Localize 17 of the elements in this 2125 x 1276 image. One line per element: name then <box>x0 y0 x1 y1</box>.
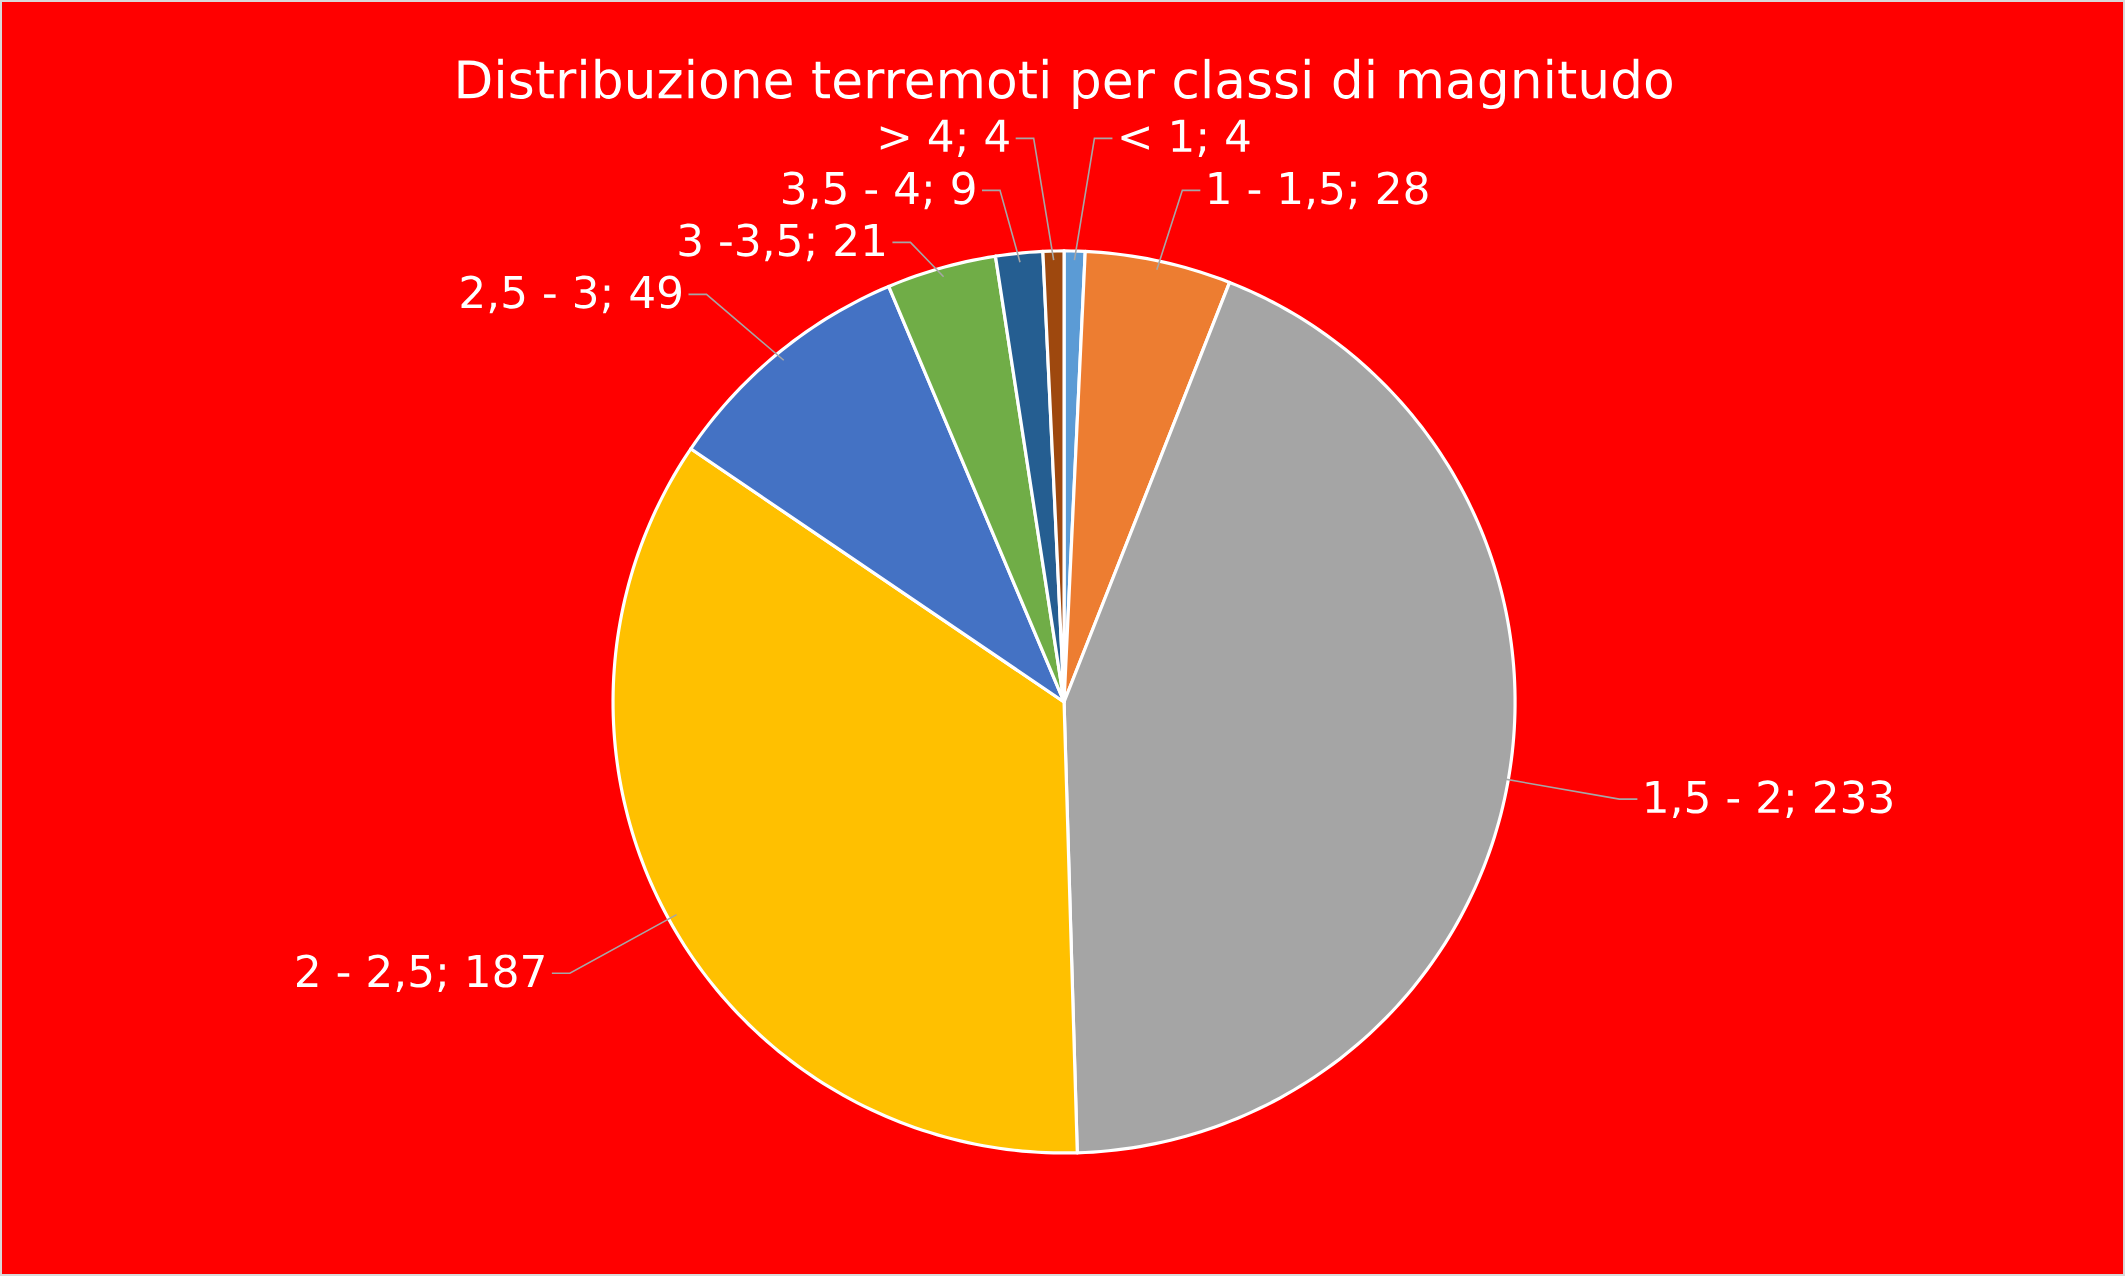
slice-label: > 4 <box>880 119 953 152</box>
data-label: ; 49 <box>602 275 681 314</box>
slice-label: 2,5 - 3 <box>461 275 597 314</box>
chart-title: Distribuzione terremoti per classi di magnitudo <box>458 58 1672 110</box>
slice-label: 3 -3,5 <box>679 223 800 262</box>
data-label: ; 187 <box>438 954 544 993</box>
slice-label: < 1 <box>1121 119 1192 152</box>
data-label: ; 21 <box>806 223 884 262</box>
data-label: ; 233 <box>1786 780 1892 818</box>
data-label: ; 4 <box>1198 119 1250 157</box>
slice-label: 1 - 1,5 <box>1209 172 1343 210</box>
data-label: ; 9 <box>924 171 975 210</box>
slice-label: 3,5 - 4 <box>783 171 919 210</box>
slice-label: 1,5 - 2 <box>1646 780 1779 818</box>
slice-label: 2 - 2,5 <box>297 954 432 993</box>
data-label: ; 28 <box>1349 171 1428 210</box>
data-label: ; 4 <box>958 119 1009 157</box>
